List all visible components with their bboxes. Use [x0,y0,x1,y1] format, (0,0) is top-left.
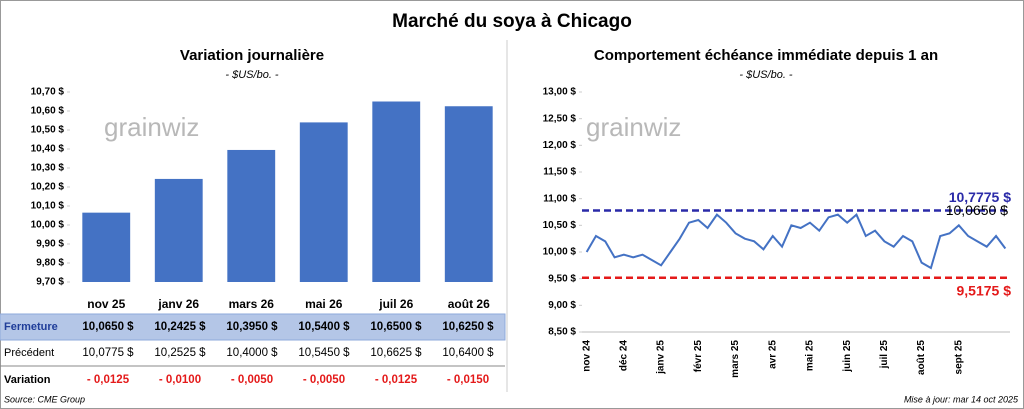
x-tick-label: mai 26 [305,297,343,311]
x-tick-label: août 26 [448,297,490,311]
y-tick-label: 9,70 $ [36,277,64,288]
page-title: Marché du soya à Chicago [392,11,632,32]
y-tick-label: 11,00 $ [543,193,576,204]
table-cell: 10,6625 $ [370,347,422,359]
x-tick-label: juil 26 [378,297,413,311]
table-cell: 10,5400 $ [298,321,350,333]
table-cell: - 0,0125 [87,374,130,386]
y-tick-label: 9,90 $ [36,239,64,250]
x-tick-label: août 25 [916,340,927,375]
y-tick-label: 9,80 $ [36,258,64,269]
bar [372,101,421,282]
updated: Mise à jour: mar 14 oct 2025 [904,394,1019,404]
watermark: grainwiz [104,112,199,142]
x-tick-label: déc 24 [619,340,630,372]
x-tick-label: mai 25 [805,340,816,372]
reference-label: 10,7775 $ [949,189,1011,205]
reference-label: 9,5175 $ [957,282,1012,298]
y-tick-label: 13,00 $ [543,87,577,98]
bar [227,149,276,282]
y-tick-label: 9,50 $ [548,273,576,284]
y-tick-label: 8,50 $ [548,327,576,338]
table-cell: 10,2425 $ [154,321,206,333]
table-cell: - 0,0150 [447,374,489,386]
row-label: Variation [4,374,51,386]
table-cell: 10,2525 $ [154,347,206,359]
table-cell: 10,3950 $ [226,321,278,333]
x-tick-label: avr 25 [767,340,778,369]
y-tick-label: 10,00 $ [31,220,65,231]
y-tick-label: 10,20 $ [31,182,65,193]
chart-title: Variation journalière [180,47,324,64]
x-tick-label: janv 26 [157,297,199,311]
x-tick-label: sept 25 [953,340,964,375]
table-cell: - 0,0050 [303,374,345,386]
table-cell: 10,0650 $ [82,321,134,333]
x-tick-label: nov 25 [87,297,125,311]
table-cell: 10,6400 $ [442,347,494,359]
x-tick-label: mars 25 [730,340,741,378]
y-tick-label: 10,00 $ [543,247,577,258]
y-tick-label: 12,00 $ [543,140,577,151]
y-tick-label: 10,50 $ [543,220,577,231]
chart-subtitle: - $US/bo. - [739,69,793,81]
bar [82,212,131,282]
row-label: Fermeture [4,321,58,333]
watermark: grainwiz [586,112,681,142]
series-line [585,213,1007,270]
y-tick-label: 10,70 $ [31,87,65,98]
row-label: Précédent [4,347,54,359]
y-tick-label: 10,40 $ [31,144,65,155]
chart-title: Comportement échéance immédiate depuis 1… [594,47,938,64]
table-cell: - 0,0100 [159,374,201,386]
table-cell: - 0,0050 [231,374,273,386]
bar [154,178,203,282]
source: Source: CME Group [4,394,85,404]
value-label: 10,0650 $ [946,202,1008,218]
x-tick-label: juin 25 [842,340,853,373]
y-tick-label: 9,00 $ [548,300,576,311]
y-tick-label: 10,30 $ [31,163,65,174]
bar [299,122,348,283]
table-cell: 10,0775 $ [82,347,134,359]
x-tick-label: févr 25 [693,340,704,373]
table-cell: 10,6500 $ [370,321,422,333]
x-tick-label: nov 24 [581,340,592,372]
y-tick-label: 10,10 $ [31,201,65,212]
x-tick-label: juil 25 [879,340,890,370]
y-tick-label: 10,50 $ [31,125,65,136]
y-tick-label: 11,50 $ [543,167,576,178]
table-cell: 10,4000 $ [226,347,278,359]
chart-subtitle: - $US/bo. - [225,69,279,81]
table-cell: 10,6250 $ [442,321,494,333]
y-tick-label: 10,60 $ [31,106,65,117]
bar [444,106,493,282]
table-highlight [0,313,506,341]
x-tick-label: mars 26 [229,297,275,311]
x-tick-label: janv 25 [656,340,667,375]
y-tick-label: 12,50 $ [543,113,577,124]
table-cell: 10,5450 $ [298,347,350,359]
table-cell: - 0,0125 [375,374,418,386]
